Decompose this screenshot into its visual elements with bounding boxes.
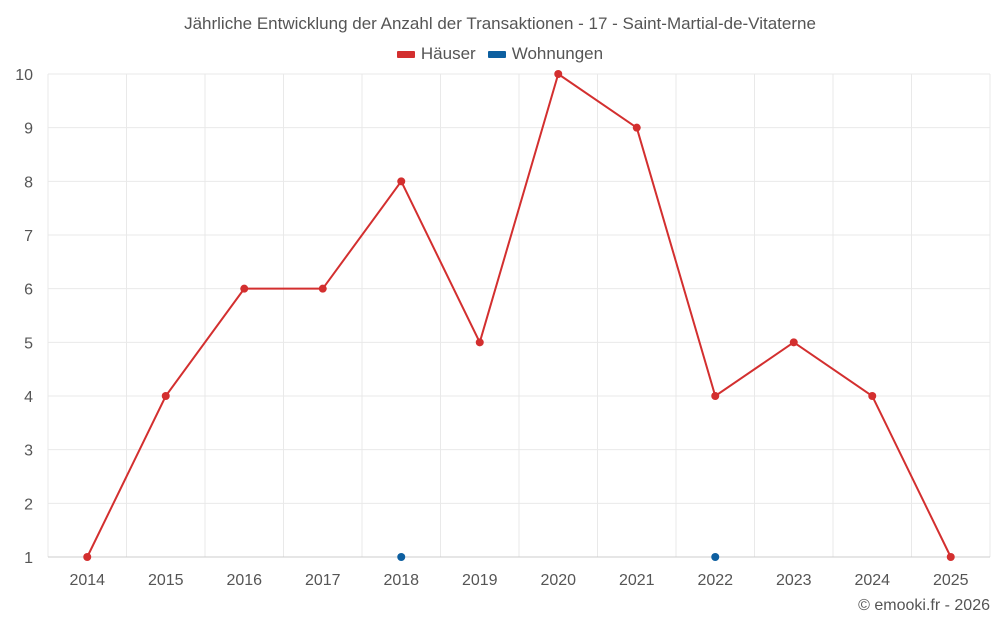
data-point <box>397 553 406 561</box>
data-point <box>632 123 641 132</box>
x-tick-label: 2015 <box>148 572 184 589</box>
credit-text: © emooki.fr - 2026 <box>858 597 990 614</box>
x-tick-label: 2014 <box>69 572 105 589</box>
x-tick-label: 2017 <box>305 572 341 589</box>
x-tick-label: 2020 <box>540 572 576 589</box>
x-tick-label: 2025 <box>933 572 969 589</box>
data-point <box>789 338 798 347</box>
data-point <box>711 392 720 400</box>
x-tick-label: 2022 <box>697 572 733 589</box>
x-tick-label: 2021 <box>619 572 655 589</box>
data-point <box>318 284 327 293</box>
chart-title: Jährliche Entwicklung der Anzahl der Tra… <box>184 14 816 33</box>
y-tick-label: 8 <box>24 174 33 191</box>
x-tick-label: 2024 <box>854 572 890 589</box>
x-tick-label: 2023 <box>776 572 812 589</box>
y-tick-label: 1 <box>24 550 33 567</box>
data-point <box>868 392 877 400</box>
legend-label-haeuser: Häuser <box>420 44 476 63</box>
series-line-0 <box>86 72 952 558</box>
data-point <box>946 553 955 561</box>
data-point <box>554 70 563 78</box>
legend-swatch-wohnungen <box>487 50 506 58</box>
x-tick-label: 2018 <box>383 572 419 589</box>
y-tick-label: 10 <box>15 67 33 84</box>
data-point <box>711 553 720 561</box>
data-point <box>475 338 484 347</box>
y-tick-label: 9 <box>24 121 33 138</box>
y-tick-label: 7 <box>24 228 33 245</box>
x-tick-label: 2016 <box>226 572 262 589</box>
y-tick-label: 5 <box>24 335 33 352</box>
data-point <box>397 177 406 186</box>
y-tick-label: 3 <box>24 443 33 460</box>
legend-item-wohnungen[interactable]: Wohnungen <box>487 44 604 64</box>
data-point <box>83 553 92 561</box>
x-tick-label: 2019 <box>462 572 498 589</box>
legend-label-wohnungen: Wohnungen <box>511 44 604 63</box>
data-point <box>240 284 249 293</box>
legend-swatch-haeuser <box>396 50 415 58</box>
legend-item-haeuser[interactable]: Häuser <box>396 44 476 64</box>
y-tick-label: 6 <box>24 282 33 299</box>
y-tick-label: 4 <box>24 389 33 406</box>
data-point <box>161 392 170 400</box>
chart-legend: Häuser Wohnungen <box>0 44 1000 64</box>
y-tick-label: 2 <box>24 496 33 513</box>
